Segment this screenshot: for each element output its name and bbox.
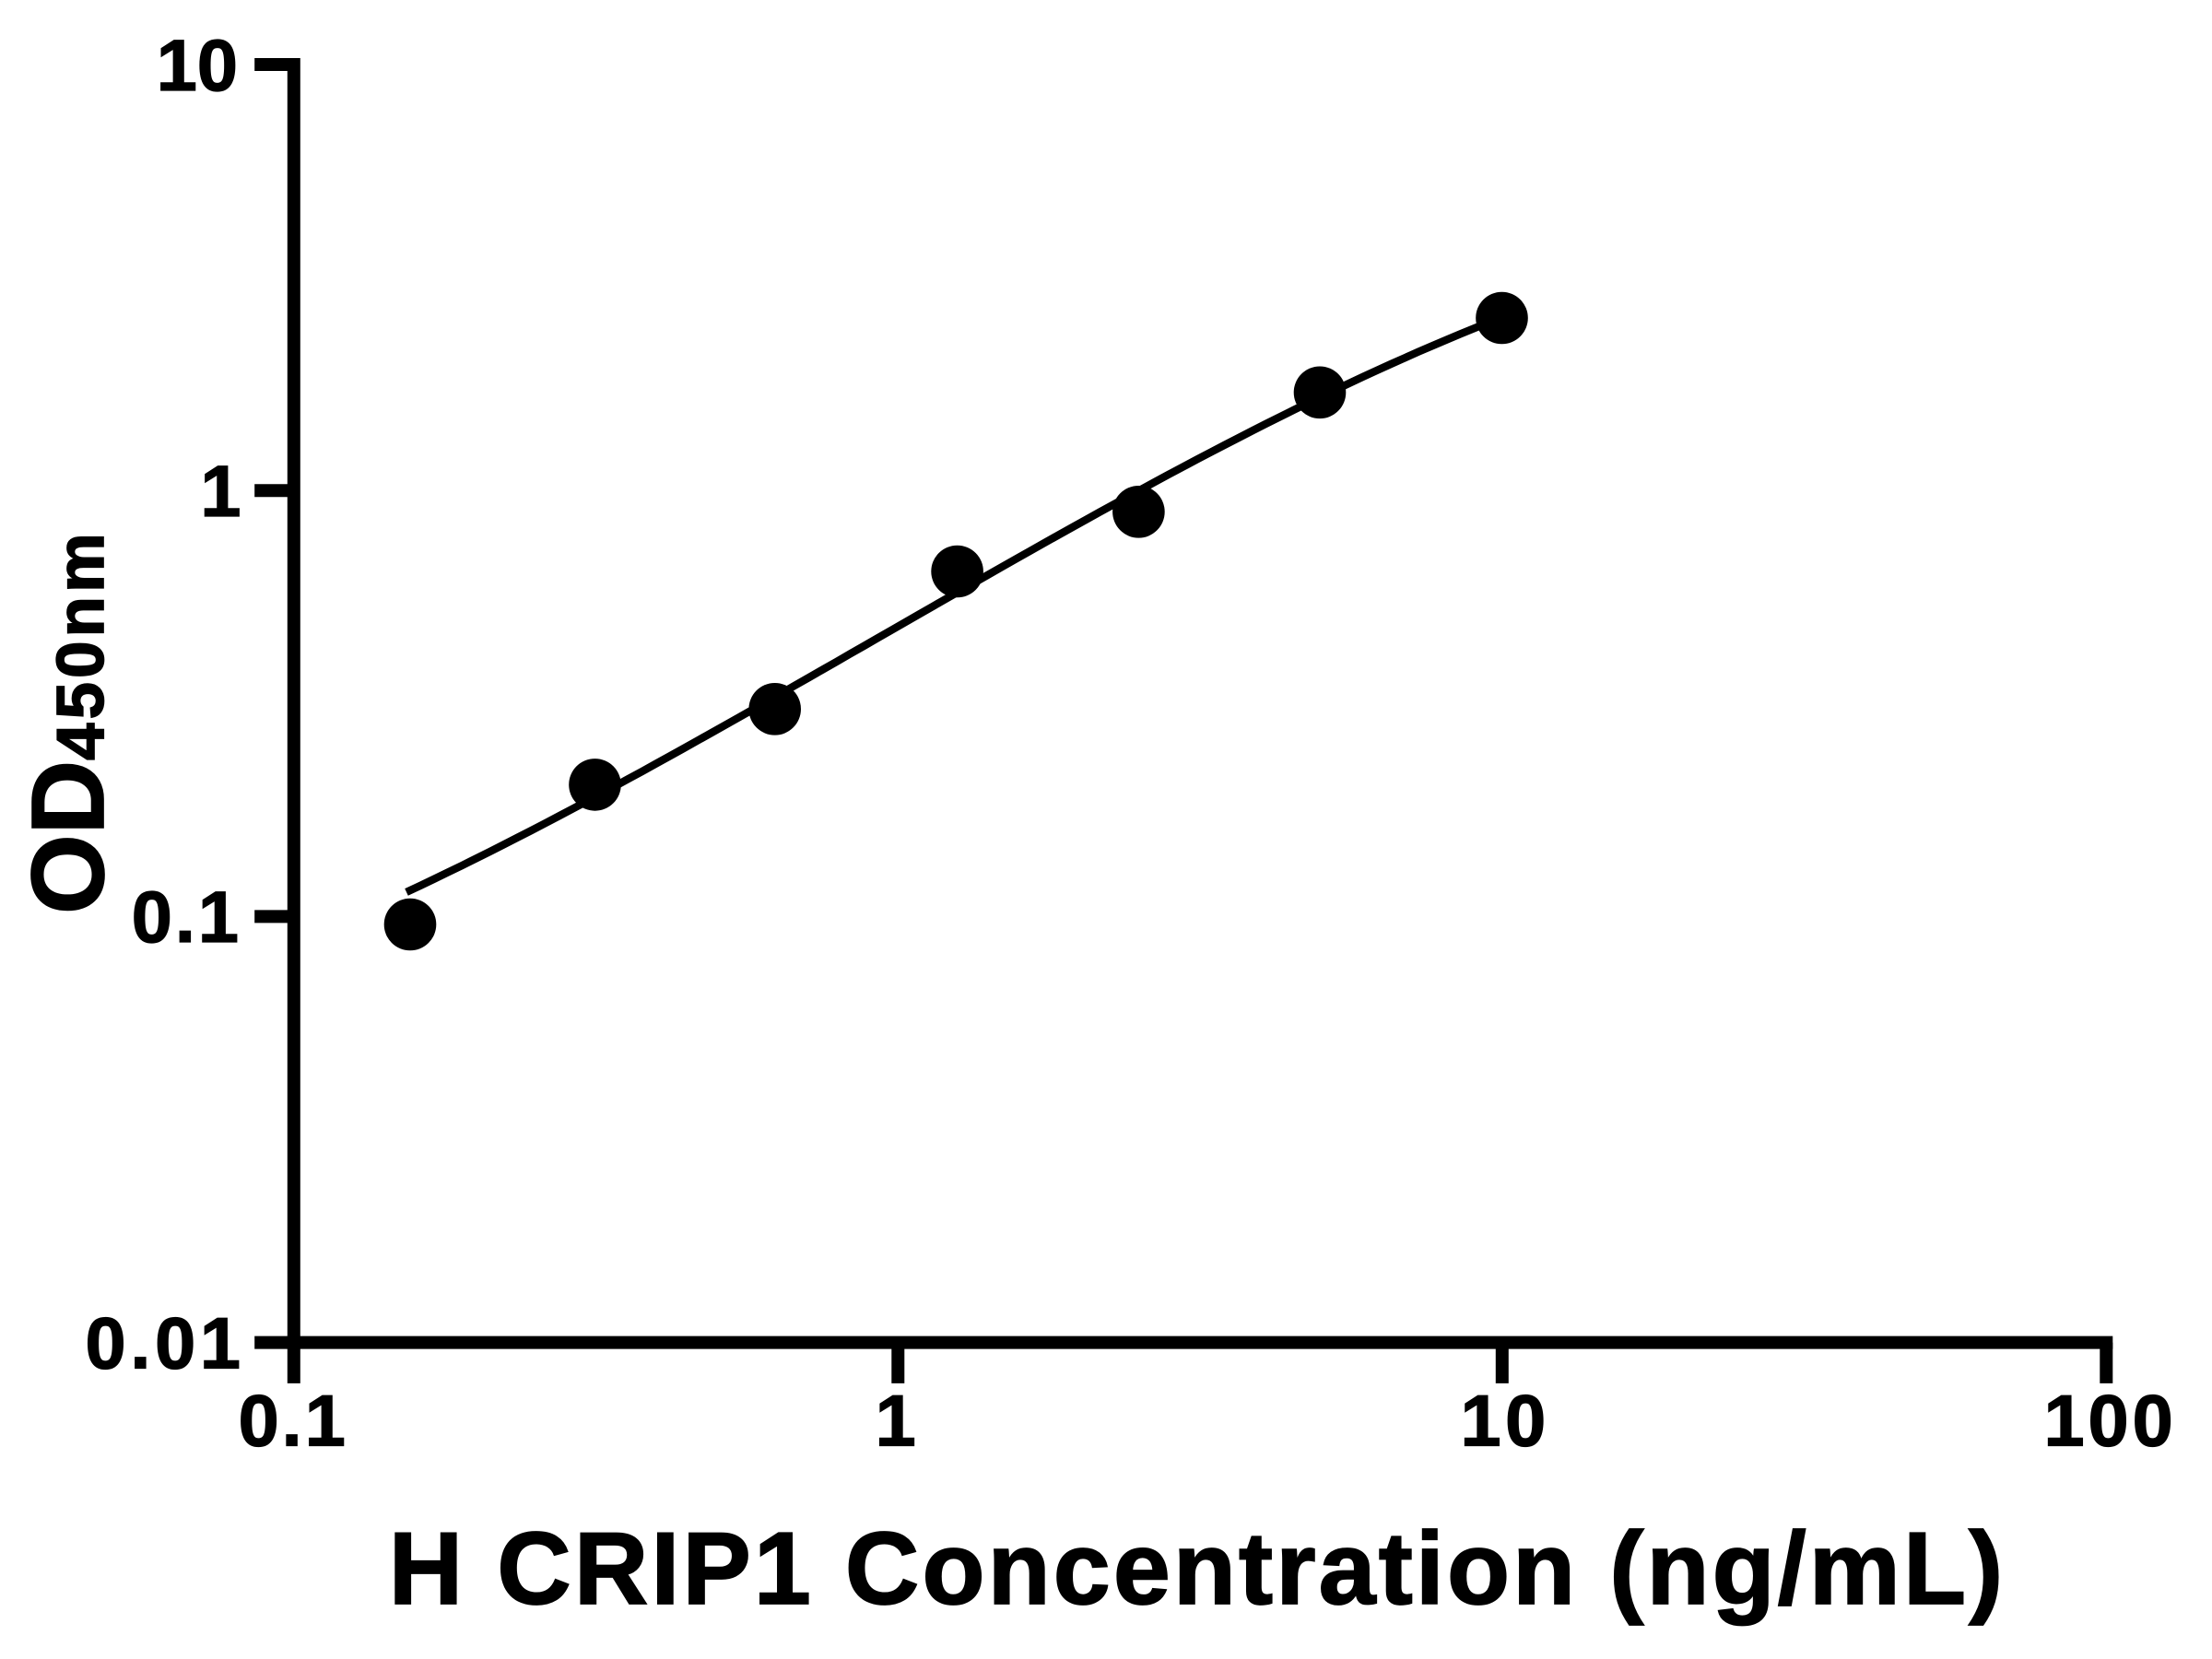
svg-text:10: 10 [1460, 1380, 1549, 1462]
svg-text:1: 1 [876, 1380, 916, 1462]
svg-text:0.1: 0.1 [132, 876, 241, 958]
svg-text:0.01: 0.01 [86, 1301, 245, 1383]
svg-text:OD450nm: OD450nm [10, 529, 125, 914]
svg-text:100: 100 [2043, 1380, 2176, 1462]
svg-text:0.1: 0.1 [239, 1380, 348, 1462]
svg-text:1: 1 [200, 450, 241, 532]
svg-text:H CRIP1 Concentration (ng/mL): H CRIP1 Concentration (ng/mL) [389, 1511, 2006, 1626]
svg-text:10: 10 [157, 24, 238, 106]
